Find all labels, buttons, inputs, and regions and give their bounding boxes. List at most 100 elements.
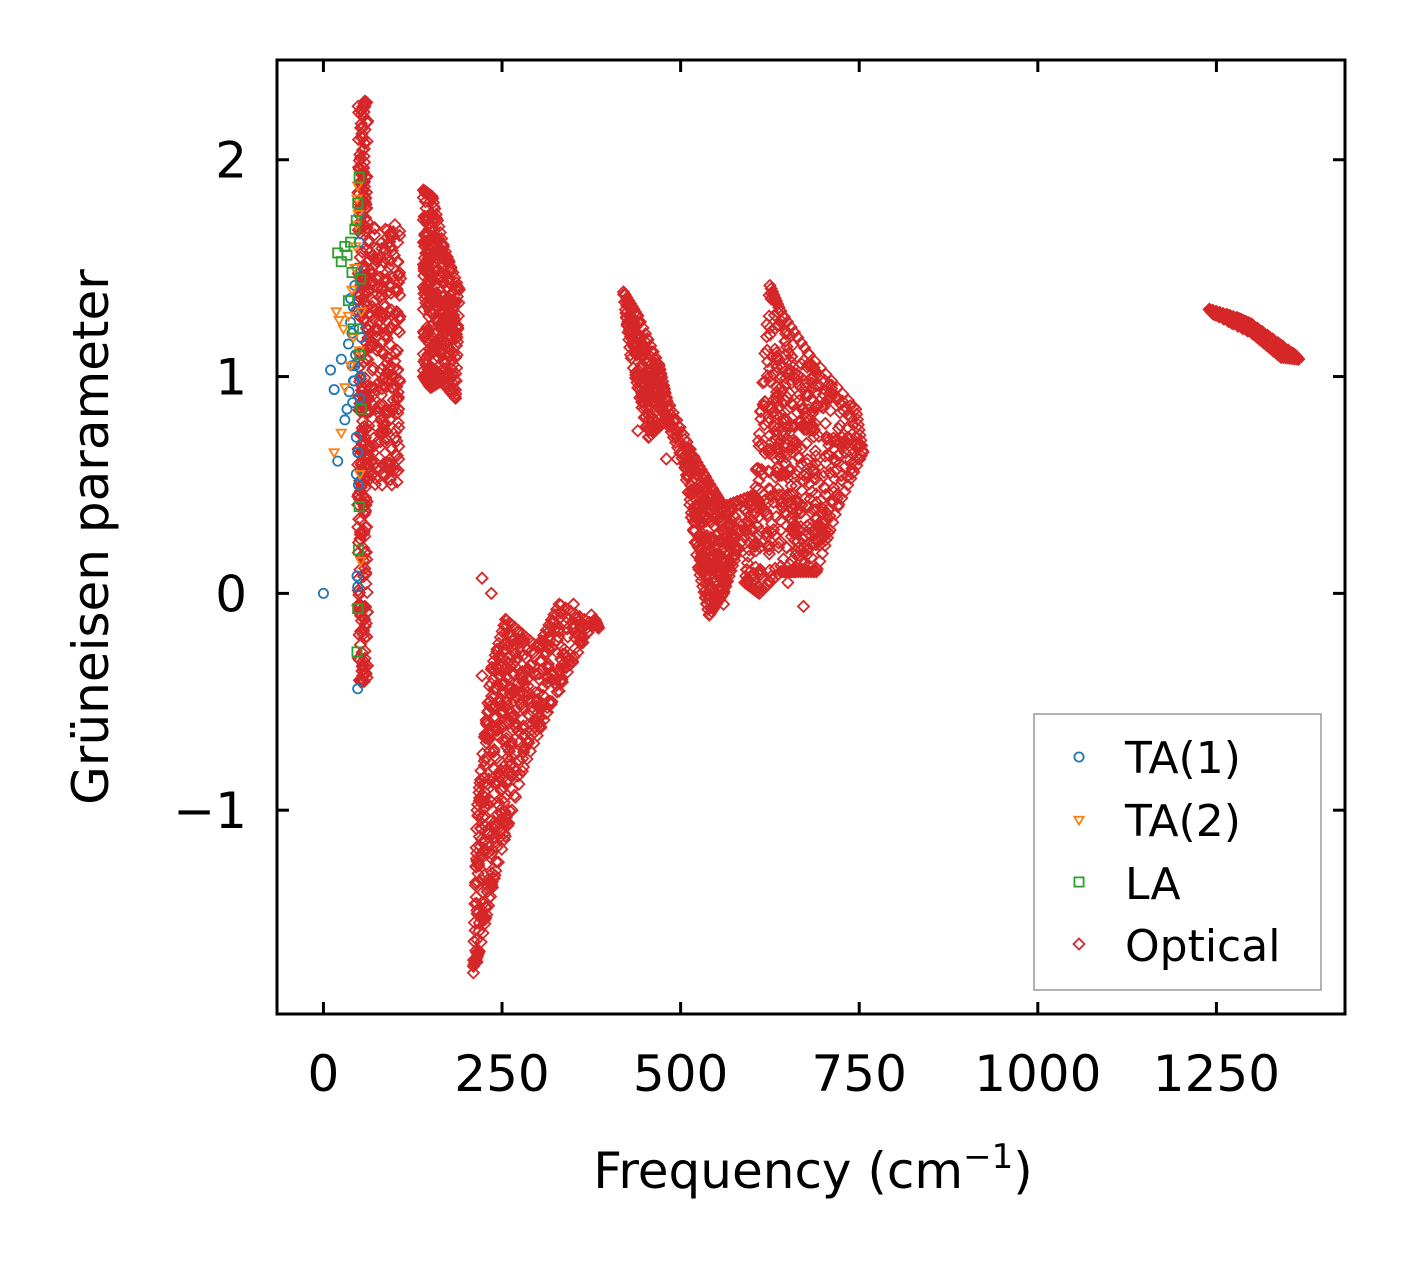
optical-point	[393, 374, 407, 389]
optical-point	[493, 630, 508, 645]
optical-point	[643, 410, 657, 425]
optical-point	[722, 569, 736, 583]
optical-point	[474, 832, 489, 847]
optical-point	[543, 629, 557, 643]
optical-point	[792, 393, 806, 408]
legend-marker-la	[1073, 876, 1085, 888]
y-tick-label: −1	[173, 782, 247, 840]
optical-point	[391, 452, 406, 466]
optical-point	[840, 478, 855, 492]
optical-point	[708, 547, 723, 561]
optical-point	[547, 607, 561, 622]
optical-point	[478, 917, 492, 931]
optical-point	[482, 679, 497, 693]
ta1-point	[339, 414, 351, 426]
la-point	[346, 266, 358, 278]
optical-point	[430, 294, 445, 308]
optical-point	[523, 634, 537, 648]
optical-point	[586, 618, 601, 632]
optical-point	[769, 509, 784, 524]
optical-point	[489, 854, 504, 869]
optical-point	[772, 353, 787, 367]
optical-point	[796, 372, 811, 387]
plot-markers	[317, 94, 1306, 980]
optical-point	[435, 344, 450, 358]
optical-point	[854, 438, 869, 453]
optical-point	[490, 642, 504, 657]
optical-point	[419, 214, 434, 228]
optical-point	[677, 449, 691, 464]
optical-point	[1231, 319, 1245, 333]
optical-point	[720, 574, 735, 589]
optical-point	[1256, 335, 1271, 350]
optical-point	[831, 421, 846, 436]
optical-point	[776, 495, 791, 509]
optical-point	[498, 612, 513, 627]
optical-point	[635, 400, 649, 415]
optical-point	[470, 803, 484, 817]
optical-point	[738, 569, 753, 583]
optical-point	[469, 846, 484, 861]
x-axis-label-close: )	[1013, 1142, 1033, 1200]
optical-point	[484, 662, 499, 677]
optical-point	[789, 544, 804, 558]
optical-point	[688, 535, 702, 550]
optical-point	[355, 175, 369, 189]
optical-point	[512, 777, 526, 791]
optical-point	[639, 420, 654, 435]
optical-point	[375, 287, 389, 302]
optical-point	[831, 448, 845, 463]
ta2-point	[350, 194, 364, 206]
optical-point	[360, 114, 375, 128]
optical-point	[370, 460, 384, 475]
optical-point	[484, 586, 499, 601]
x-tick-label: 0	[308, 1045, 340, 1103]
optical-point	[786, 515, 800, 529]
optical-point	[808, 444, 823, 458]
optical-point	[370, 286, 385, 301]
optical-point	[835, 430, 849, 445]
optical-point	[729, 542, 743, 557]
optical-point	[774, 468, 789, 482]
optical-point	[363, 440, 377, 455]
optical-point	[529, 699, 544, 713]
optical-point	[805, 406, 820, 421]
optical-point	[622, 340, 637, 355]
optical-point	[392, 265, 407, 280]
optical-point	[718, 531, 733, 545]
optical-point	[479, 716, 494, 731]
optical-point	[383, 458, 397, 473]
optical-point	[496, 706, 510, 720]
optical-point	[427, 352, 442, 367]
optical-point	[827, 481, 841, 495]
y-axis-label: Grüneisen parameter	[62, 269, 120, 805]
optical-point	[679, 473, 694, 487]
ta2-point	[344, 361, 357, 373]
optical-point	[515, 627, 530, 641]
optical-point	[1270, 347, 1285, 361]
optical-point	[426, 195, 441, 210]
optical-point	[730, 494, 744, 509]
optical-point	[616, 287, 631, 302]
optical-point	[656, 378, 671, 393]
optical-point	[552, 624, 566, 639]
optical-point	[444, 260, 458, 275]
optical-point	[826, 451, 841, 465]
optical-point	[489, 796, 504, 810]
optical-point	[749, 463, 764, 477]
optical-point	[391, 402, 406, 416]
optical-point	[388, 217, 402, 232]
optical-point	[472, 780, 487, 795]
optical-point	[716, 597, 731, 612]
optical-point	[773, 433, 788, 448]
optical-point	[717, 556, 732, 571]
optical-point	[638, 327, 653, 341]
optical-point	[516, 722, 530, 736]
x-tick-label: 250	[454, 1045, 549, 1103]
ta2-point	[353, 470, 367, 481]
optical-point	[384, 303, 399, 317]
legend-label-ta1: TA(1)	[1124, 733, 1241, 784]
optical-point	[491, 855, 506, 870]
optical-point	[760, 317, 774, 332]
x-tick-label: 750	[812, 1045, 907, 1103]
